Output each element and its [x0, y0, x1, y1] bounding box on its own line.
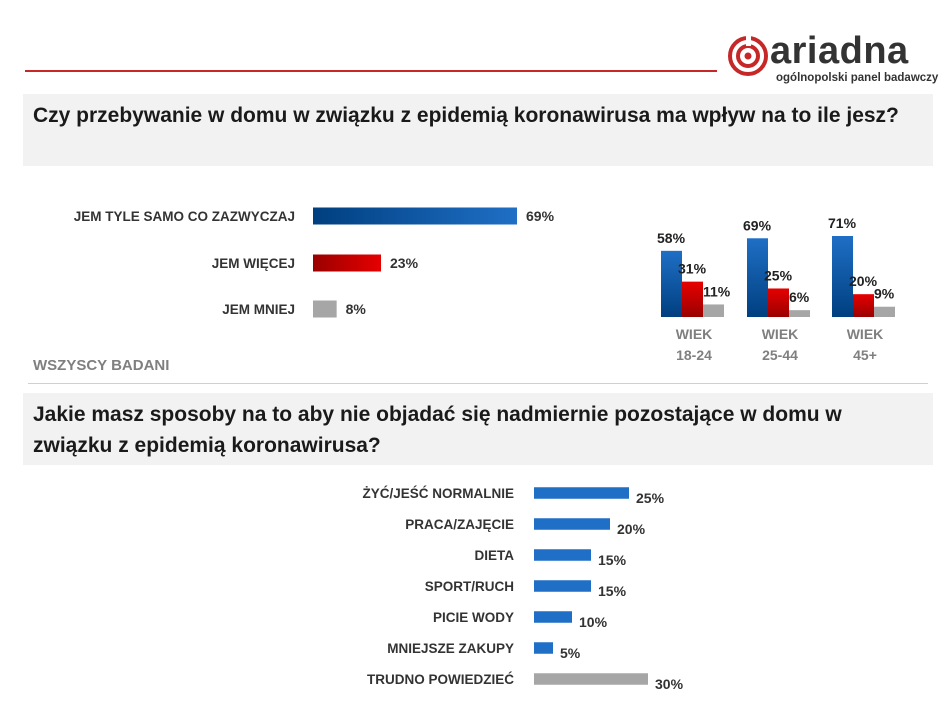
- age-bar-jem-tyle-samo-co-zazwyczaj-wiek-45: [832, 236, 853, 317]
- all-respondents-label: WSZYSCY BADANI: [33, 357, 170, 374]
- methods-category-label: TRUDNO POWIEDZIEĆ: [367, 672, 514, 687]
- methods-value-label: 30%: [655, 676, 684, 692]
- overall-bar-jem-mniej: [313, 300, 337, 318]
- overall-chart: JEM TYLE SAMO CO ZAZWYCZAJ 69% JEM WIĘCEJ 2…: [74, 207, 555, 318]
- methods-bar-praca-zaje-cie: [534, 518, 610, 530]
- methods-value-label: 5%: [560, 645, 581, 661]
- section-divider: [28, 383, 928, 384]
- age-value-label: 6%: [789, 289, 810, 305]
- methods-value-label: 15%: [598, 583, 627, 599]
- overall-category-label: JEM TYLE SAMO CO ZAZWYCZAJ: [74, 209, 295, 224]
- overall-value-label: 23%: [390, 255, 419, 271]
- methods-value-label: 15%: [598, 552, 627, 568]
- age-category-label: WIEK: [676, 326, 713, 342]
- overall-bar-jem-wie-cej: [313, 254, 381, 272]
- methods-bar-trudno-powiedziec: [534, 673, 648, 685]
- methods-value-label: 10%: [579, 614, 608, 630]
- ariadna-logo: ariadna ogólnopolski panel badawczy: [726, 30, 939, 88]
- logo-name: ariadna: [770, 30, 909, 72]
- age-bar-jem-tyle-samo-co-zazwyczaj-wiek-18-24: [661, 250, 682, 317]
- age-bar-jem-wie-cej-wiek-25-44: [768, 288, 789, 317]
- age-bar-jem-mniej-wiek-25-44: [789, 310, 810, 317]
- age-value-label: 25%: [764, 267, 793, 283]
- header-rule: [25, 70, 717, 72]
- age-category-label: WIEK: [847, 326, 884, 342]
- age-value-label: 9%: [874, 286, 895, 302]
- methods-bar-sport-ruch: [534, 580, 591, 592]
- methods-category-label: DIETA: [475, 548, 515, 563]
- age-bar-jem-mniej-wiek-18-24: [703, 304, 724, 317]
- methods-value-label: 20%: [617, 521, 646, 537]
- age-category-label: 18-24: [676, 347, 712, 363]
- age-value-label: 58%: [657, 230, 686, 246]
- age-value-label: 11%: [703, 283, 731, 299]
- overall-bar-jem-tyle-samo-co-zazwyczaj: [313, 207, 517, 225]
- methods-category-label: ŻYĆ/JEŚĆ NORMALNIE: [362, 486, 514, 501]
- methods-category-label: SPORT/RUCH: [425, 579, 514, 594]
- overall-value-label: 8%: [346, 301, 367, 317]
- methods-category-label: MNIEJSZE ZAKUPY: [387, 641, 514, 656]
- question-2-title: Jakie masz sposoby na to aby nie objadać…: [23, 393, 933, 465]
- age-category-label: WIEK: [762, 326, 799, 342]
- age-bar-jem-tyle-samo-co-zazwyczaj-wiek-25-44: [747, 238, 768, 317]
- question-1-title: Czy przebywanie w domu w związku z epide…: [23, 94, 933, 166]
- overall-value-label: 69%: [526, 208, 555, 224]
- age-chart: 58% 31% 11% WIEK 18-24 69% 25% 6% WIEK 25-44 71% 20…: [657, 215, 895, 363]
- age-bar-jem-wie-cej-wiek-18-24: [682, 281, 703, 317]
- methods-bar-dieta: [534, 549, 591, 561]
- age-category-label: 45+: [853, 347, 877, 363]
- methods-chart: ŻYĆ/JEŚĆ NORMALNIE 25% PRACA/ZAJĘCIE 20% DIE…: [362, 486, 684, 692]
- age-value-label: 31%: [678, 261, 707, 277]
- methods-category-label: PICIE WODY: [433, 610, 514, 625]
- methods-bar-z-yc-jes-c-normalnie: [534, 487, 629, 499]
- age-bar-jem-mniej-wiek-45: [874, 306, 895, 317]
- methods-bar-mniejsze-zakupy: [534, 642, 553, 654]
- age-value-label: 71%: [828, 215, 857, 231]
- overall-category-label: JEM WIĘCEJ: [212, 256, 295, 271]
- age-bar-jem-wie-cej-wiek-45: [853, 294, 874, 317]
- logo-tagline: ogólnopolski panel badawczy: [776, 72, 939, 84]
- overall-category-label: JEM MNIEJ: [222, 302, 295, 317]
- ariadna-logo-icon: [728, 34, 768, 76]
- methods-value-label: 25%: [636, 490, 665, 506]
- methods-bar-picie-wody: [534, 611, 572, 623]
- age-category-label: 25-44: [762, 347, 798, 363]
- age-value-label: 69%: [743, 217, 772, 233]
- methods-category-label: PRACA/ZAJĘCIE: [405, 517, 514, 532]
- age-value-label: 20%: [849, 273, 878, 289]
